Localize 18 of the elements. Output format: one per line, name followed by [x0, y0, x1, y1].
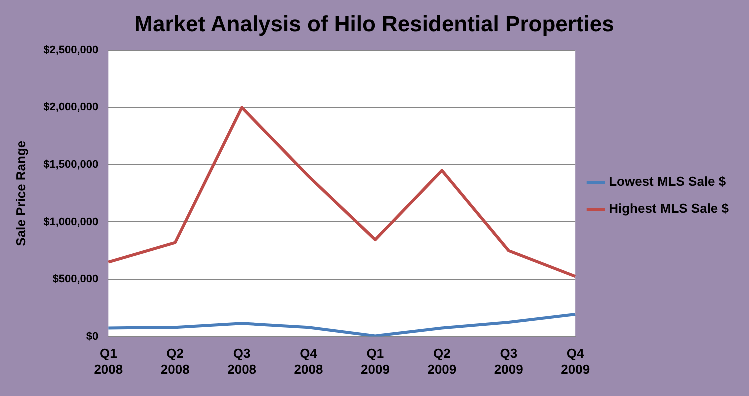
legend-label: Lowest MLS Sale $: [609, 174, 727, 190]
y-tick-label: $2,500,000: [44, 44, 99, 56]
x-tick-label: Q1 2009: [361, 346, 390, 377]
legend-label: Highest MLS Sale $: [609, 201, 730, 216]
x-tick-label: Q4 2009: [561, 346, 590, 377]
x-tick-label: Q2 2009: [428, 346, 457, 377]
x-tick-label: Q1 2008: [94, 346, 124, 377]
y-tick-label: $1,000,000: [44, 216, 99, 228]
y-tick-label: $2,000,000: [44, 102, 99, 114]
x-tick-label: Q4 2008: [294, 346, 324, 377]
y-axis-title: Sale Price Range: [13, 140, 28, 246]
y-tick-label: $500,000: [52, 274, 99, 286]
x-tick-label: Q3 2009: [494, 346, 524, 377]
y-tick-label: $0: [86, 330, 99, 343]
y-tick-label: $1,500,000: [44, 158, 99, 171]
chart-title: Market Analysis of Hilo Residential Properties: [134, 11, 614, 36]
x-tick-label: Q3 2008: [228, 346, 257, 377]
x-tick-label: Q2 2008: [160, 346, 190, 377]
